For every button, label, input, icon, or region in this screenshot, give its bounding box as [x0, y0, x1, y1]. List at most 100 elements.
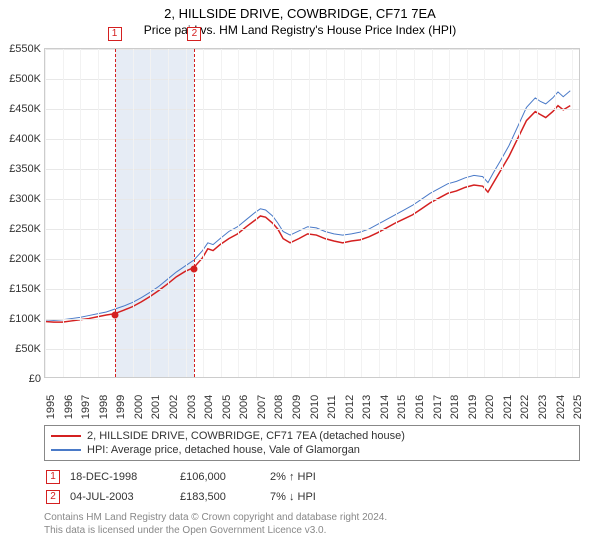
gridline-v [555, 49, 556, 377]
ytick-label: £400K [1, 133, 41, 145]
gridline-h [45, 49, 579, 50]
xtick-label: 2005 [221, 395, 233, 419]
attribution: Contains HM Land Registry data © Crown c… [44, 511, 580, 537]
ytick-label: £200K [1, 253, 41, 265]
gridline-h [45, 259, 579, 260]
gridline-v [344, 49, 345, 377]
gridline-h [45, 199, 579, 200]
gridline-v [238, 49, 239, 377]
sale-row-date: 18-DEC-1998 [70, 471, 170, 483]
xtick-label: 2003 [186, 395, 198, 419]
xtick-label: 2022 [519, 395, 531, 419]
xtick-label: 1998 [98, 395, 110, 419]
gridline-v [432, 49, 433, 377]
sale-marker-box: 2 [187, 27, 201, 41]
gridline-v [186, 49, 187, 377]
xtick-label: 2013 [361, 395, 373, 419]
sales-rows: 1 18-DEC-1998 £106,000 2% ↑ HPI 204-JUL-2003… [44, 467, 580, 507]
sale-row: 1 18-DEC-1998 £106,000 2% ↑ HPI [46, 467, 580, 487]
gridline-v [133, 49, 134, 377]
xtick-label: 2025 [572, 395, 584, 419]
legend-row: HPI: Average price, detached house, Vale… [51, 443, 573, 457]
sale-marker-dot [191, 265, 198, 272]
chart-container: 2, HILLSIDE DRIVE, COWBRIDGE, CF71 7EA P… [0, 0, 600, 560]
gridline-h [45, 109, 579, 110]
chart-subtitle: Price paid vs. HM Land Registry's House … [0, 21, 600, 37]
xtick-label: 2016 [414, 395, 426, 419]
xtick-label: 2017 [432, 395, 444, 419]
gridline-v [221, 49, 222, 377]
xtick-label: 1999 [115, 395, 127, 419]
sale-dashed-line [194, 49, 195, 377]
gridline-v [537, 49, 538, 377]
gridline-v [519, 49, 520, 377]
sale-row: 204-JUL-2003£183,5007% ↓ HPI [46, 487, 580, 507]
sale-row-marker: 1 [46, 470, 60, 484]
xtick-label: 2021 [502, 395, 514, 419]
xtick-label: 2019 [467, 395, 479, 419]
sale-marker-box: 1 [108, 27, 122, 41]
gridline-v [396, 49, 397, 377]
sale-row-price: £106,000 [180, 471, 260, 483]
xtick-label: 2009 [291, 395, 303, 419]
gridline-v [309, 49, 310, 377]
legend-series-box: 2, HILLSIDE DRIVE, COWBRIDGE, CF71 7EA (… [44, 425, 580, 461]
ytick-label: £300K [1, 193, 41, 205]
xtick-label: 2010 [309, 395, 321, 419]
legend-swatch [51, 449, 81, 451]
legend-swatch [51, 435, 81, 437]
gridline-v [98, 49, 99, 377]
ytick-label: £350K [1, 163, 41, 175]
xtick-label: 2012 [344, 395, 356, 419]
sale-row-diff: 7% ↓ HPI [270, 491, 316, 503]
xtick-label: 2015 [396, 395, 408, 419]
sale-row-diff: 2% ↑ HPI [270, 471, 316, 483]
xtick-label: 2024 [555, 395, 567, 419]
gridline-v [361, 49, 362, 377]
gridline-v [414, 49, 415, 377]
gridline-v [203, 49, 204, 377]
gridline-h [45, 319, 579, 320]
gridline-v [291, 49, 292, 377]
ytick-label: £550K [1, 43, 41, 55]
xtick-label: 2008 [273, 395, 285, 419]
ytick-label: £250K [1, 223, 41, 235]
xtick-label: 2007 [256, 395, 268, 419]
gridline-v [168, 49, 169, 377]
gridline-v [256, 49, 257, 377]
ytick-label: £150K [1, 283, 41, 295]
xtick-label: 2014 [379, 395, 391, 419]
gridline-v [273, 49, 274, 377]
gridline-v [379, 49, 380, 377]
gridline-v [467, 49, 468, 377]
gridline-h [45, 169, 579, 170]
gridline-v [80, 49, 81, 377]
sale-marker-dot [111, 312, 118, 319]
xtick-label: 1996 [63, 395, 75, 419]
xtick-label: 2011 [326, 395, 338, 419]
ytick-label: £450K [1, 103, 41, 115]
legend-label: 2, HILLSIDE DRIVE, COWBRIDGE, CF71 7EA (… [87, 430, 405, 442]
xtick-label: 2002 [168, 395, 180, 419]
gridline-v [63, 49, 64, 377]
gridline-v [449, 49, 450, 377]
xtick-label: 2001 [150, 395, 162, 419]
xtick-label: 2020 [484, 395, 496, 419]
gridline-v [502, 49, 503, 377]
xtick-label: 2000 [133, 395, 145, 419]
ytick-label: £100K [1, 313, 41, 325]
gridline-h [45, 139, 579, 140]
attribution-line2: This data is licensed under the Open Gov… [44, 524, 580, 537]
gridline-v [572, 49, 573, 377]
gridline-v [484, 49, 485, 377]
sale-dashed-line [115, 49, 116, 377]
ytick-label: £50K [1, 343, 41, 355]
legend-row: 2, HILLSIDE DRIVE, COWBRIDGE, CF71 7EA (… [51, 429, 573, 443]
gridline-h [45, 289, 579, 290]
gridline-h [45, 349, 579, 350]
xtick-label: 1997 [80, 395, 92, 419]
gridline-v [150, 49, 151, 377]
legend-label: HPI: Average price, detached house, Vale… [87, 444, 360, 456]
xtick-label: 2018 [449, 395, 461, 419]
xtick-label: 2023 [537, 395, 549, 419]
